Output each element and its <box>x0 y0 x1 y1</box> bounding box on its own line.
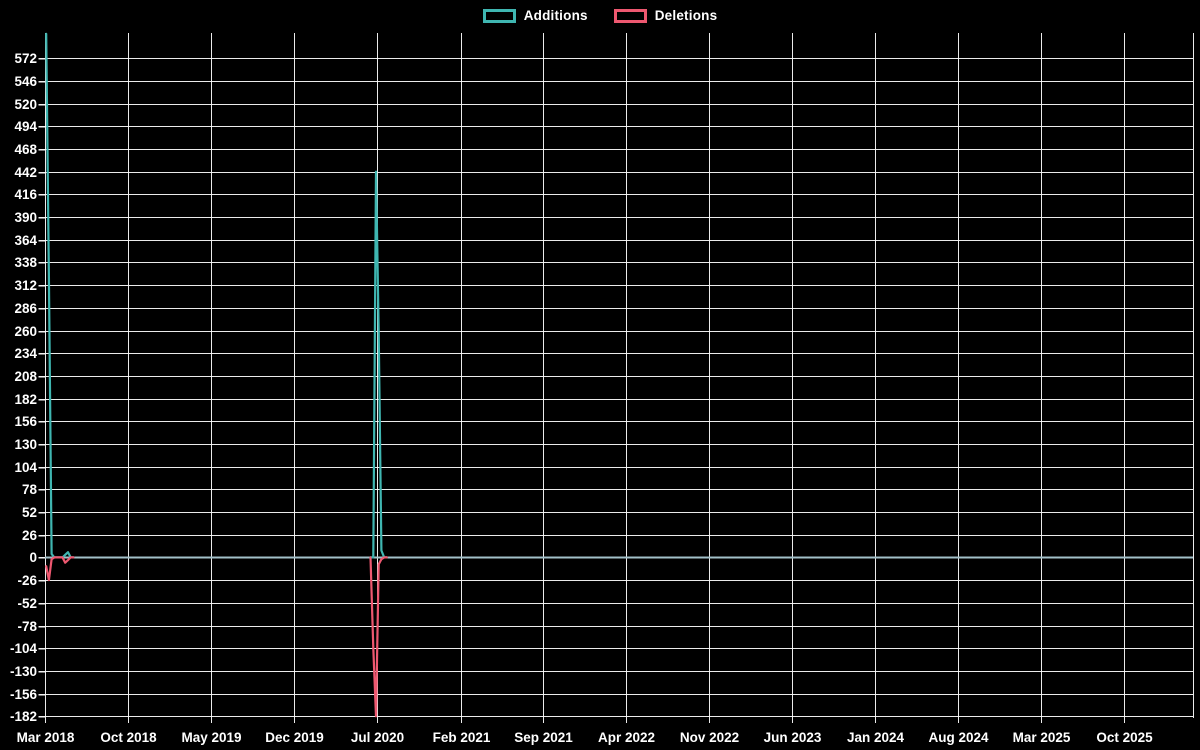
y-axis-tick-label: 312 <box>14 278 37 293</box>
y-axis-tick-label: 0 <box>29 550 37 565</box>
x-axis-tick-label: Sep 2021 <box>514 730 573 745</box>
x-axis-tick-label: Apr 2022 <box>598 730 655 745</box>
y-axis-tick-label: 104 <box>14 460 37 475</box>
legend-label-additions: Additions <box>523 8 588 23</box>
legend-item-additions[interactable]: Additions <box>482 8 588 23</box>
y-axis-tick-label: 390 <box>14 210 37 225</box>
y-axis-tick-label: 208 <box>14 369 37 384</box>
y-axis-tick-label: 78 <box>22 482 38 497</box>
x-axis-tick-label: Mar 2025 <box>1013 730 1071 745</box>
x-axis-tick-label: Mar 2018 <box>17 730 75 745</box>
legend-label-deletions: Deletions <box>654 8 718 23</box>
x-axis-tick-label: Jun 2023 <box>764 730 822 745</box>
x-axis-tick-label: Dec 2019 <box>265 730 324 745</box>
y-axis-tick-label: -182 <box>10 709 37 724</box>
x-axis-tick-label: Feb 2021 <box>433 730 491 745</box>
y-axis-tick-label: -78 <box>17 619 37 634</box>
y-axis-tick-label: -26 <box>17 573 37 588</box>
series-line-deletions <box>45 556 388 718</box>
y-axis-tick-label: 442 <box>14 165 37 180</box>
y-axis-tick-label: 182 <box>14 392 37 407</box>
y-axis-tick-label: 26 <box>22 528 38 543</box>
legend-item-deletions[interactable]: Deletions <box>613 8 718 23</box>
y-axis-tick-label: 494 <box>14 119 37 134</box>
x-axis-tick-label: Aug 2024 <box>928 730 989 745</box>
y-axis-tick-label: -104 <box>10 641 38 656</box>
y-axis-tick-label: -130 <box>10 664 37 679</box>
x-axis-tick-label: Jan 2024 <box>847 730 905 745</box>
y-axis-tick-label: 234 <box>14 346 37 361</box>
deletions-swatch-icon <box>613 8 647 23</box>
additions-swatch-icon <box>482 8 516 23</box>
y-axis-tick-label: -52 <box>17 596 37 611</box>
x-axis-tick-label: Oct 2018 <box>100 730 157 745</box>
y-axis-tick-label: 52 <box>22 505 37 520</box>
y-axis-tick-label: 156 <box>14 414 37 429</box>
y-axis-tick-label: 416 <box>14 187 37 202</box>
chart-legend: Additions Deletions <box>0 8 1200 23</box>
y-axis-tick-label: 468 <box>14 142 37 157</box>
y-axis-tick-label: 572 <box>14 51 37 66</box>
x-axis-tick-label: Oct 2025 <box>1096 730 1153 745</box>
y-axis-tick-label: 130 <box>14 437 37 452</box>
y-axis-tick-label: 364 <box>14 233 37 248</box>
series-line-additions <box>45 32 388 559</box>
y-axis-tick-label: 546 <box>14 74 37 89</box>
y-axis-tick-label: 286 <box>14 301 37 316</box>
y-axis-tick-label: -156 <box>10 687 38 702</box>
x-axis-tick-label: Jul 2020 <box>351 730 404 745</box>
x-axis-tick-label: May 2019 <box>181 730 241 745</box>
y-axis-tick-label: 338 <box>14 255 37 270</box>
y-axis-tick-label: 520 <box>14 97 37 112</box>
x-axis-tick-label: Nov 2022 <box>680 730 739 745</box>
y-axis-tick-label: 260 <box>14 324 37 339</box>
